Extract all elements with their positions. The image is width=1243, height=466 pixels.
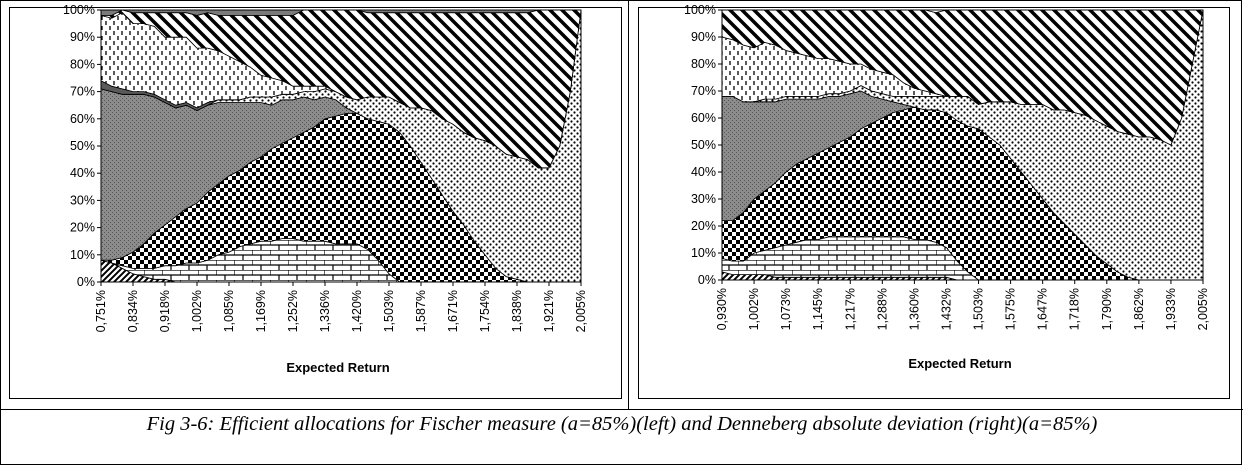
x-tick-label: 1,647% xyxy=(1036,288,1050,330)
x-tick-label: 2,005% xyxy=(1196,288,1210,330)
x-tick-label: 1,671% xyxy=(446,290,460,332)
x-tick-label: 1,862% xyxy=(1132,288,1146,330)
x-tick-label: 0,834% xyxy=(126,290,140,332)
x-tick-label: 1,420% xyxy=(350,290,364,332)
y-tick-label: 0% xyxy=(77,275,95,289)
x-tick-label: 1,933% xyxy=(1164,288,1178,330)
x-tick-label: 1,360% xyxy=(907,288,921,330)
x-tick-label: 1,002% xyxy=(747,288,761,330)
x-tick-label: 1,145% xyxy=(811,288,825,330)
x-tick-label: 1,575% xyxy=(1004,288,1018,330)
y-tick-label: 10% xyxy=(691,246,716,260)
x-tick-label: 1,073% xyxy=(779,288,793,330)
y-tick-label: 90% xyxy=(70,30,95,44)
x-tick-label: 1,169% xyxy=(254,290,268,332)
x-tick-label: 1,838% xyxy=(510,290,524,332)
y-tick-label: 0% xyxy=(698,273,716,287)
figure-caption: Fig 3-6: Efficient allocations for Fisch… xyxy=(146,413,1098,435)
y-tick-label: 60% xyxy=(691,111,716,125)
y-tick-label: 10% xyxy=(70,248,95,262)
x-tick-label: 1,503% xyxy=(382,290,396,332)
y-tick-label: 40% xyxy=(691,165,716,179)
x-tick-label: 1,217% xyxy=(843,288,857,330)
x-axis-title: Expected Return xyxy=(286,360,389,375)
y-tick-label: 30% xyxy=(691,192,716,206)
y-tick-label: 80% xyxy=(691,57,716,71)
x-tick-label: 1,503% xyxy=(972,288,986,330)
x-tick-label: 1,252% xyxy=(286,290,300,332)
y-tick-label: 60% xyxy=(70,112,95,126)
y-tick-label: 80% xyxy=(70,57,95,71)
x-tick-label: 1,336% xyxy=(318,290,332,332)
y-tick-label: 90% xyxy=(691,30,716,44)
x-tick-label: 1,754% xyxy=(478,290,492,332)
x-tick-label: 1,921% xyxy=(542,290,556,332)
x-tick-label: 1,790% xyxy=(1100,288,1114,330)
x-tick-label: 1,432% xyxy=(939,288,953,330)
x-tick-label: 1,288% xyxy=(875,288,889,330)
y-tick-label: 40% xyxy=(70,166,95,180)
y-tick-label: 100% xyxy=(684,3,716,17)
left-figure-cell xyxy=(1,1,629,409)
y-tick-label: 100% xyxy=(63,3,95,17)
x-tick-label: 0,751% xyxy=(94,290,108,332)
y-tick-label: 50% xyxy=(691,138,716,152)
x-tick-label: 1,085% xyxy=(222,290,236,332)
x-tick-label: 1,002% xyxy=(190,290,204,332)
x-tick-label: 1,718% xyxy=(1068,288,1082,330)
y-tick-label: 70% xyxy=(691,84,716,98)
y-tick-label: 50% xyxy=(70,139,95,153)
table-divider xyxy=(1,409,1243,410)
x-tick-label: 2,005% xyxy=(574,290,588,332)
x-tick-label: 1,587% xyxy=(414,290,428,332)
x-axis-title: Expected Return xyxy=(908,356,1011,371)
x-tick-label: 0,918% xyxy=(158,290,172,332)
y-tick-label: 70% xyxy=(70,85,95,99)
x-tick-label: 0,930% xyxy=(715,288,729,330)
y-tick-label: 30% xyxy=(70,193,95,207)
y-tick-label: 20% xyxy=(70,221,95,235)
y-tick-label: 20% xyxy=(691,219,716,233)
